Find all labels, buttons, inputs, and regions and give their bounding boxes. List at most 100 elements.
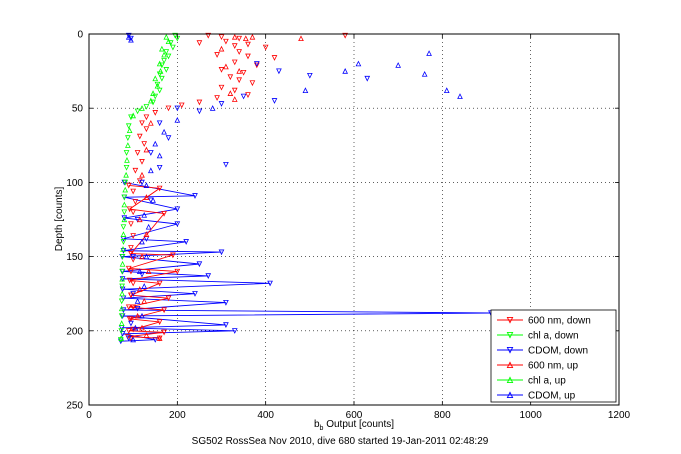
data-point — [218, 34, 225, 41]
data-point — [139, 253, 145, 260]
legend-entry: 600 nm, up — [528, 361, 578, 372]
x-tick-label: 400 — [257, 410, 274, 421]
data-point — [123, 164, 130, 171]
data-point — [218, 84, 225, 91]
data-point — [165, 135, 172, 141]
data-point — [298, 35, 304, 42]
data-point — [231, 43, 238, 49]
data-point — [231, 33, 238, 40]
data-point — [132, 324, 139, 331]
data-point — [163, 67, 170, 73]
data-point — [119, 283, 125, 290]
data-point — [139, 105, 145, 111]
data-point — [178, 102, 185, 109]
series-line-marker — [218, 249, 225, 256]
data-point — [143, 332, 150, 338]
data-point — [262, 44, 269, 51]
data-point — [118, 328, 125, 334]
data-point — [156, 335, 163, 341]
data-point — [120, 246, 126, 252]
data-point — [143, 194, 150, 200]
data-point — [125, 123, 132, 130]
data-point — [161, 128, 167, 135]
data-point — [242, 35, 249, 42]
legend-entry: chl a, down — [528, 331, 579, 342]
data-point — [120, 224, 127, 231]
x-tick-label: 800 — [434, 410, 451, 421]
data-point — [443, 87, 450, 93]
data-point — [139, 271, 145, 278]
data-point — [132, 199, 139, 205]
data-point — [421, 70, 428, 77]
data-point — [128, 245, 134, 251]
data-point — [231, 96, 238, 102]
legend-marker — [506, 316, 514, 324]
legend-marker — [506, 376, 514, 384]
data-point — [245, 41, 251, 48]
data-point — [143, 231, 150, 237]
data-point — [174, 116, 181, 123]
data-point — [139, 120, 145, 127]
data-point — [218, 67, 225, 73]
series-line-marker — [174, 268, 181, 275]
data-point — [152, 93, 159, 100]
data-point — [143, 253, 150, 260]
data-point — [236, 68, 243, 74]
data-point — [121, 216, 128, 223]
data-point — [172, 32, 178, 39]
series-line-marker — [196, 261, 203, 268]
data-point — [253, 62, 260, 69]
data-point — [150, 197, 156, 203]
data-point — [163, 49, 170, 55]
data-point — [128, 35, 134, 42]
data-point — [125, 135, 131, 141]
data-point — [130, 336, 137, 343]
data-point — [134, 312, 141, 319]
data-markers — [117, 32, 463, 343]
series-line-marker — [156, 319, 163, 325]
data-point — [119, 275, 125, 282]
series-line-marker — [121, 215, 128, 222]
data-point — [130, 209, 137, 216]
data-point — [128, 268, 134, 275]
data-point — [139, 171, 145, 178]
data-point — [139, 179, 145, 186]
data-point — [139, 312, 145, 319]
data-point — [223, 63, 229, 70]
series-line-marker — [156, 185, 163, 192]
data-point — [152, 75, 159, 82]
legend-marker — [506, 391, 514, 399]
data-point — [342, 32, 349, 39]
data-point — [123, 150, 130, 156]
data-point — [159, 45, 165, 52]
data-point — [134, 108, 141, 115]
data-point — [136, 216, 143, 223]
data-point — [240, 93, 247, 100]
data-point — [161, 58, 167, 64]
legend-entry: 600 nm, down — [528, 316, 591, 327]
data-point — [276, 68, 282, 75]
series-line-marker — [125, 304, 132, 311]
legend-entry: CDOM, up — [528, 391, 576, 402]
series-line-marker — [161, 210, 167, 217]
data-point — [253, 61, 260, 67]
data-point — [143, 114, 150, 121]
data-point — [130, 233, 137, 239]
data-point — [122, 179, 129, 186]
data-point — [167, 40, 174, 46]
data-point — [125, 33, 132, 40]
series-line-marker — [126, 277, 133, 284]
data-point — [141, 283, 148, 289]
data-point — [152, 110, 159, 116]
data-point — [306, 72, 313, 79]
data-point — [119, 253, 126, 260]
series-line-marker — [126, 206, 133, 213]
legend-marker — [506, 346, 514, 354]
data-point — [205, 32, 212, 39]
data-point — [147, 150, 154, 156]
series-line-marker — [223, 300, 229, 306]
series-line-marker — [117, 338, 124, 345]
data-point — [119, 268, 125, 275]
data-point — [209, 105, 216, 111]
y-tick-label: 50 — [72, 104, 84, 115]
